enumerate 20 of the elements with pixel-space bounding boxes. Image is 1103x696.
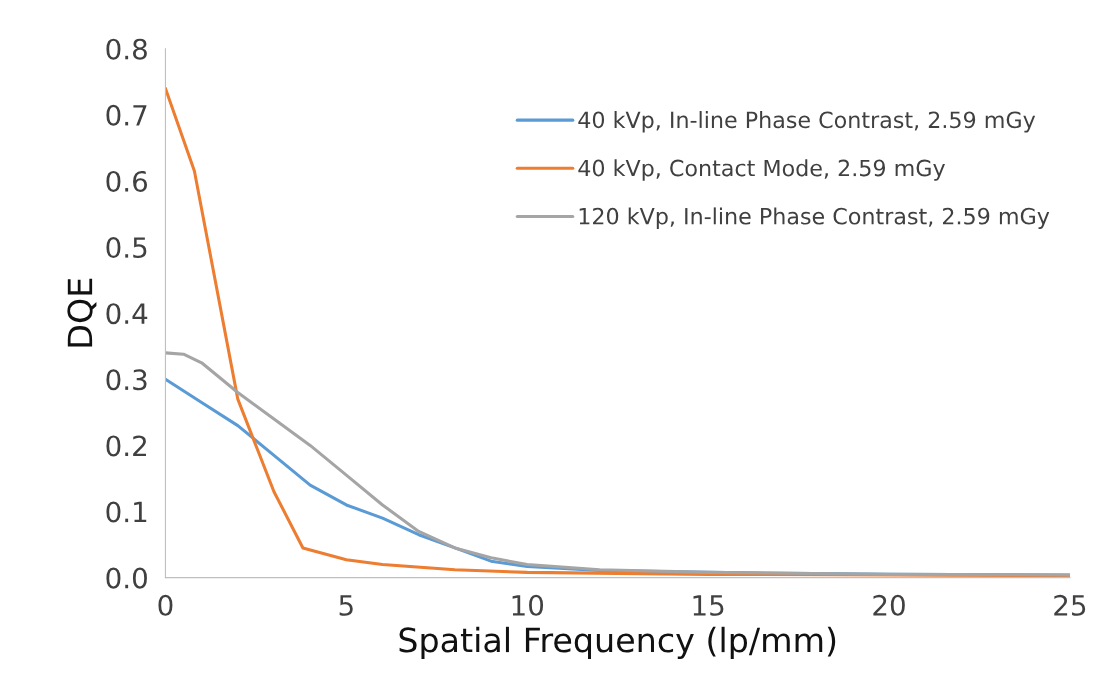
x-tick-label: 0 [158,594,173,616]
legend-label: 120 kVp, In-line Phase Contrast, 2.59 mGy [579,207,1050,229]
legend-label: 40 kVp, Contact Mode, 2.59 mGy [578,159,945,181]
y-tick-label: 0.6 [106,170,148,192]
y-tick-label: 0.1 [106,501,147,523]
y-tick-label: 0.5 [106,237,147,259]
x-tick-label: 10 [512,594,544,616]
x-tick-label: 5 [339,595,353,616]
y-tick-label: 0.2 [106,435,146,457]
x-tick-label: 25 [1054,594,1086,616]
legend-label: 40 kVp, In-line Phase Contrast, 2.59 mGy [578,111,1036,133]
y-axis-title: DQE [67,278,97,347]
y-tick-label: 0.4 [106,303,148,325]
y-tick-label: 0.0 [106,567,147,589]
x-axis-title: Spatial Frequency (lp/mm) [399,626,836,660]
x-tick-label: 20 [873,594,905,616]
x-tick-label: 15 [693,595,724,616]
y-tick-label: 0.3 [106,369,147,391]
y-tick-label: 0.7 [106,104,147,126]
y-tick-label: 0.8 [106,38,147,60]
